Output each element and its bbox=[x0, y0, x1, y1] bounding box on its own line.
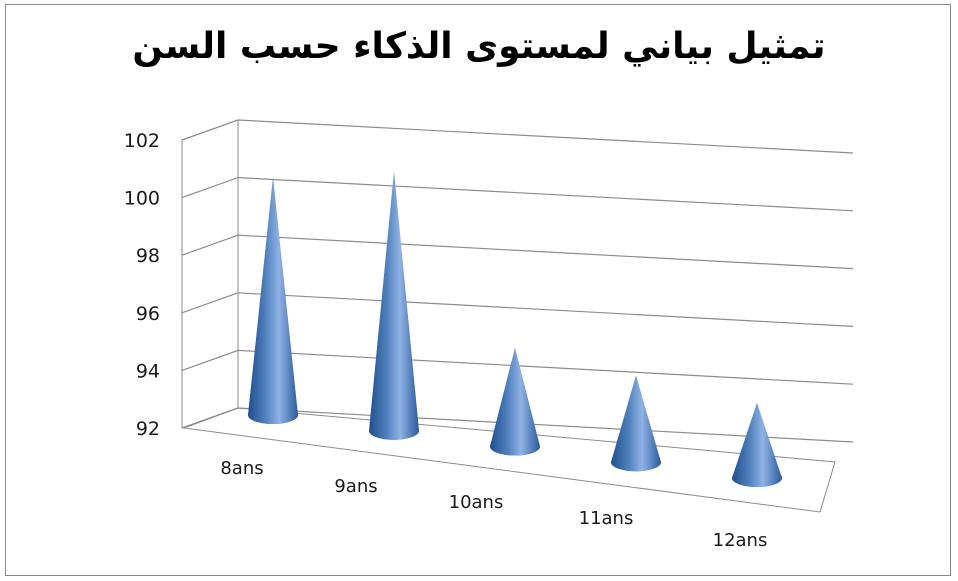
cone-bar bbox=[369, 171, 419, 440]
cone-bar bbox=[248, 176, 298, 424]
cone-bar bbox=[490, 347, 540, 456]
chart-title: تمثيل بياني لمستوى الذكاء حسب السن bbox=[132, 26, 826, 67]
category-label: 10ans bbox=[449, 492, 504, 513]
cone-bar bbox=[611, 375, 661, 472]
y-tick-label: 98 bbox=[136, 245, 160, 267]
gridline bbox=[181, 292, 854, 327]
y-tick-label: 92 bbox=[136, 418, 160, 440]
category-label: 12ans bbox=[713, 530, 768, 551]
category-label: 9ans bbox=[334, 476, 377, 497]
gridline bbox=[181, 349, 854, 385]
side-wall bbox=[181, 119, 239, 429]
chart-frame bbox=[5, 4, 951, 576]
gridline bbox=[181, 176, 854, 212]
y-tick-label: 96 bbox=[136, 303, 160, 325]
y-tick-label: 102 bbox=[124, 130, 160, 152]
cone-bar bbox=[732, 402, 782, 487]
y-tick-label: 100 bbox=[124, 188, 160, 210]
category-label: 11ans bbox=[579, 508, 634, 529]
gridline bbox=[181, 234, 854, 270]
gridline bbox=[181, 119, 854, 154]
category-label: 8ans bbox=[220, 458, 263, 479]
y-tick-label: 94 bbox=[136, 360, 160, 382]
